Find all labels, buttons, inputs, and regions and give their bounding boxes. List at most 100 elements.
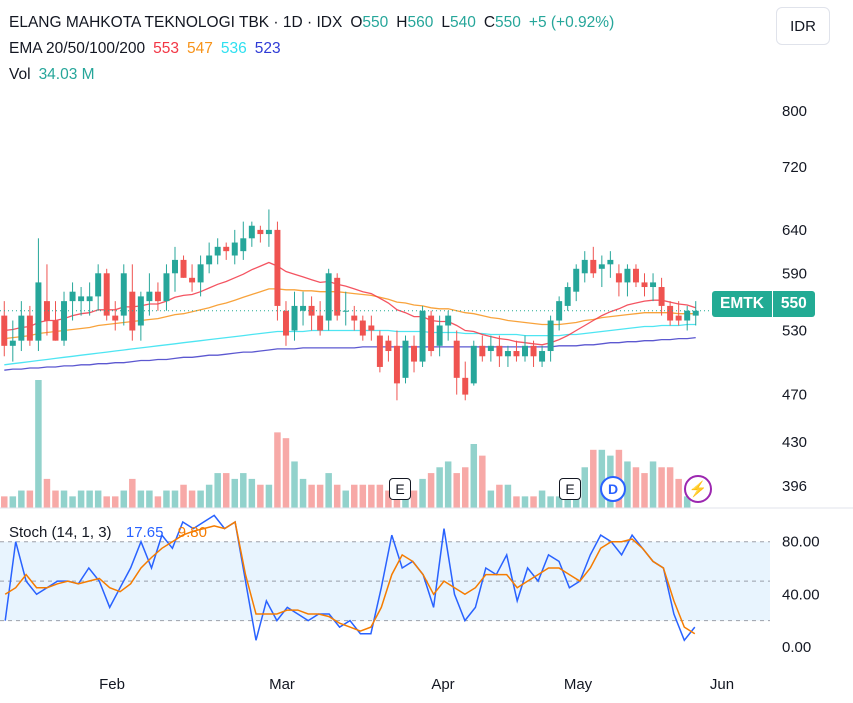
candle-body (334, 277, 341, 316)
high-label: H (396, 14, 408, 31)
ema100-value: 536 (220, 40, 247, 57)
candle-body (453, 340, 460, 378)
volume-bar (624, 461, 631, 508)
volume-bar (427, 473, 435, 508)
volume-bar (291, 461, 298, 508)
volume-bar (282, 438, 290, 508)
candle-body (385, 340, 392, 352)
candle-body (325, 273, 332, 321)
stoch-axis: 0.00 40.00 80.00 (782, 534, 820, 656)
volume-bar (641, 473, 648, 508)
volume-bar (419, 478, 426, 508)
volume-bar (188, 490, 196, 508)
symbol-title[interactable]: ELANG MAHKOTA TEKNOLOGI TBK · 1D · IDX (9, 14, 343, 31)
candle-body (257, 229, 264, 235)
volume-bar (222, 473, 230, 508)
candle-body (154, 291, 161, 302)
stoch-tick-label: 40.00 (782, 586, 820, 603)
ema-row[interactable]: EMA 20/50/100/200 553 547 536 523 (9, 36, 614, 62)
volume-bar (9, 496, 17, 508)
stoch-d-line (4, 520, 696, 635)
candle-body (78, 296, 85, 302)
candle-body (103, 273, 110, 316)
price-axis: 396 430 470 530 590 640 720 800 (782, 103, 807, 495)
candle-body (581, 259, 588, 274)
candle-body (308, 305, 315, 316)
candle-body (61, 301, 68, 341)
volume-bar (376, 484, 384, 508)
last-price-tag: EMTK 550 (712, 291, 815, 317)
candle-body (359, 320, 366, 336)
volume-bar (410, 490, 418, 508)
candle-body (470, 345, 477, 384)
candle-body (282, 310, 289, 336)
volume-bar (163, 490, 170, 508)
candle-body (206, 255, 213, 265)
candle-body (223, 246, 230, 252)
stoch-legend[interactable]: Stoch (14, 1, 3) 17.65 9.80 (9, 524, 207, 541)
candle-body (675, 315, 682, 321)
volume-bar (52, 490, 59, 508)
volume-bar (325, 473, 332, 508)
volume-bar (197, 490, 204, 508)
volume-bar (649, 461, 657, 508)
volume-row[interactable]: Vol 34.03 M (9, 62, 614, 88)
volume-bar (598, 449, 606, 508)
close-value: 550 (495, 14, 521, 31)
candle-body (248, 225, 255, 239)
time-tick-label: Mar (269, 676, 295, 693)
symbol-row: ELANG MAHKOTA TEKNOLOGI TBK · 1D · IDX O… (9, 10, 614, 36)
ema200-value: 523 (254, 40, 281, 57)
currency-button[interactable]: IDR (776, 7, 830, 45)
volume-bar (666, 467, 674, 508)
volume-bar (342, 490, 349, 508)
volume-bar (171, 490, 179, 508)
volume-bar (180, 484, 187, 508)
candle-body (52, 320, 59, 341)
candle-body (513, 351, 520, 357)
volume-bar (444, 461, 452, 508)
volume-bar (385, 490, 392, 508)
volume-bar (487, 490, 495, 508)
time-tick-label: May (564, 676, 593, 693)
price-tick-label: 430 (782, 434, 807, 451)
volume-bar (69, 496, 76, 508)
volume-bar (129, 478, 136, 508)
candle-body (590, 259, 597, 274)
candle-body (43, 301, 50, 321)
candle-body (598, 264, 605, 269)
ema200-line (4, 336, 696, 371)
low-label: L (441, 14, 450, 31)
volume-bar (60, 490, 68, 508)
volume-bar (35, 380, 42, 508)
volume-bar (590, 449, 597, 508)
candle-body (684, 310, 691, 321)
candle-body (428, 315, 435, 352)
volume-bar (214, 473, 221, 508)
candle-body (436, 325, 443, 346)
volume-bar (530, 496, 537, 508)
split-event-icon[interactable]: ⚡ (684, 475, 712, 503)
ema100-line (4, 323, 696, 366)
candle-body (35, 282, 42, 341)
candle-body (26, 315, 33, 341)
candle-body (112, 315, 119, 321)
candle-body (291, 305, 298, 331)
dividend-event-icon[interactable]: D (600, 476, 626, 502)
volume-bar (77, 490, 85, 508)
candle-body (607, 259, 614, 265)
ema-label: EMA 20/50/100/200 (9, 40, 146, 57)
candle-body (547, 320, 554, 352)
ema20-line (4, 261, 696, 346)
stoch-tick-label: 80.00 (782, 534, 820, 551)
low-value: 540 (449, 14, 476, 31)
earnings-event-icon[interactable]: E (559, 478, 581, 500)
volume-bar (658, 467, 665, 508)
open-label: O (350, 14, 363, 31)
earnings-event-icon[interactable]: E (389, 478, 411, 500)
candle-body (317, 315, 324, 331)
volume-bar (479, 455, 486, 508)
volume-bar (146, 490, 153, 508)
stoch-title: Stoch (14, 1, 3) (9, 524, 112, 541)
